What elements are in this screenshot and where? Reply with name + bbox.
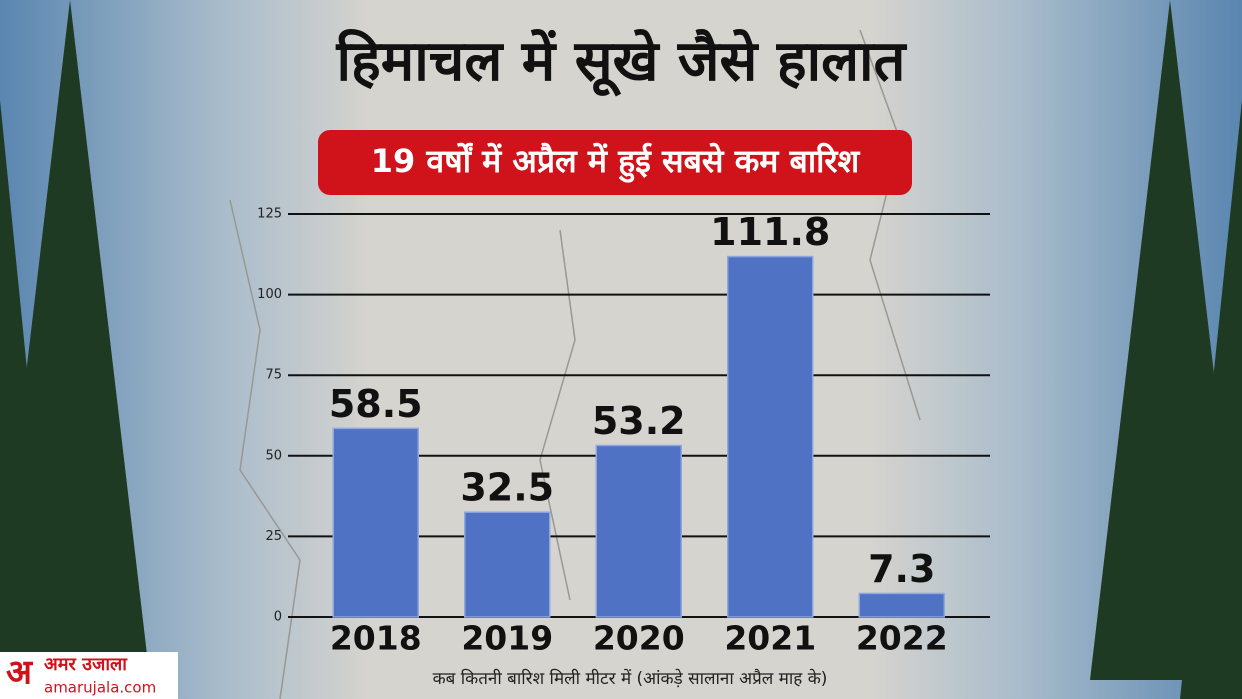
y-tick-label: 25 xyxy=(265,529,282,544)
brand-site: amarujala.com xyxy=(44,679,156,697)
x-tick-label: 2021 xyxy=(724,619,816,658)
bar xyxy=(464,511,551,618)
value-label: 32.5 xyxy=(460,466,554,510)
value-label: 58.5 xyxy=(329,382,423,426)
x-axis-label: कब कितनी बारिश मिली मीटर में (आंकड़े साल… xyxy=(433,668,828,689)
value-label: 7.3 xyxy=(868,547,935,591)
bar xyxy=(595,444,682,618)
x-tick-label: 2018 xyxy=(330,619,422,658)
logo-box xyxy=(0,652,178,699)
bar xyxy=(727,255,814,618)
y-tick-label: 0 xyxy=(274,610,282,625)
value-label: 111.8 xyxy=(710,210,830,254)
y-tick-label: 100 xyxy=(257,287,282,302)
value-label: 53.2 xyxy=(592,399,686,443)
bar xyxy=(858,592,945,618)
x-tick-label: 2020 xyxy=(593,619,685,658)
cracks xyxy=(229,29,921,699)
chart-title: हिमाचल में सूखे जैसे हालात xyxy=(336,28,908,97)
y-tick-label: 125 xyxy=(257,207,282,222)
bar xyxy=(332,427,419,618)
y-tick-label: 50 xyxy=(265,448,282,463)
y-tick-label: 75 xyxy=(265,368,282,383)
chart-subtitle: 19 वर्षों में अप्रैल में हुई सबसे कम बार… xyxy=(371,142,861,183)
x-tick-label: 2019 xyxy=(461,619,553,658)
brand-name: अमर उजाला xyxy=(44,654,128,675)
x-tick-label: 2022 xyxy=(856,619,948,658)
logo-mark: अ xyxy=(6,653,34,693)
subtitle-box xyxy=(318,130,912,195)
